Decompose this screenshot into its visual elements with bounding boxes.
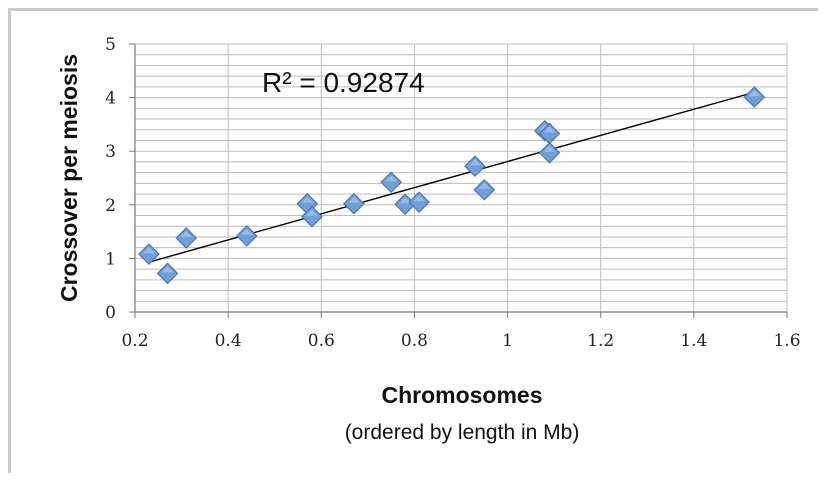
data-point — [301, 205, 323, 228]
x-tick-label: 1 — [502, 331, 513, 351]
plot-area — [134, 43, 788, 313]
data-point — [175, 227, 198, 249]
data-point — [380, 171, 402, 194]
data-point — [464, 155, 486, 178]
x-tick-label: 0.4 — [215, 331, 242, 351]
x-tick-label: 0.2 — [121, 331, 148, 351]
data-points — [138, 86, 766, 285]
data-point — [538, 141, 561, 164]
x-tick-label: 0.8 — [401, 331, 428, 351]
y-tick-label: 4 — [105, 89, 116, 109]
y-axis-label: Crossover per meiosis — [56, 54, 82, 302]
chart-frame — [8, 8, 818, 473]
r-squared-annotation: R² = 0.92874 — [262, 67, 425, 98]
y-tick-labels: 0 1 2 3 4 5 — [105, 35, 135, 323]
y-tick-label: 2 — [105, 196, 116, 216]
y-tick-label: 0 — [105, 303, 116, 323]
data-point — [408, 191, 430, 213]
x-tick-label: 1.6 — [773, 331, 800, 351]
data-point — [743, 86, 766, 108]
x-axis-sublabel: (ordered by length in Mb) — [345, 421, 580, 444]
data-point — [138, 243, 160, 265]
axes — [134, 44, 787, 313]
data-point — [156, 262, 179, 285]
x-axis-label: Chromosomes — [381, 382, 542, 408]
x-tick-labels: 0.2 0.4 0.6 0.8 1 1.2 1.4 1.6 — [121, 312, 801, 351]
x-tick-label: 1.2 — [587, 331, 614, 351]
x-tick-label: 0.6 — [308, 331, 335, 351]
y-tick-label: 1 — [105, 249, 116, 269]
gridlines — [134, 43, 788, 313]
data-point — [235, 225, 258, 247]
data-point — [343, 192, 365, 215]
y-tick-label: 5 — [105, 35, 116, 55]
x-tick-label: 1.4 — [680, 331, 707, 351]
y-tick-label: 3 — [105, 142, 116, 162]
data-point — [473, 178, 496, 201]
